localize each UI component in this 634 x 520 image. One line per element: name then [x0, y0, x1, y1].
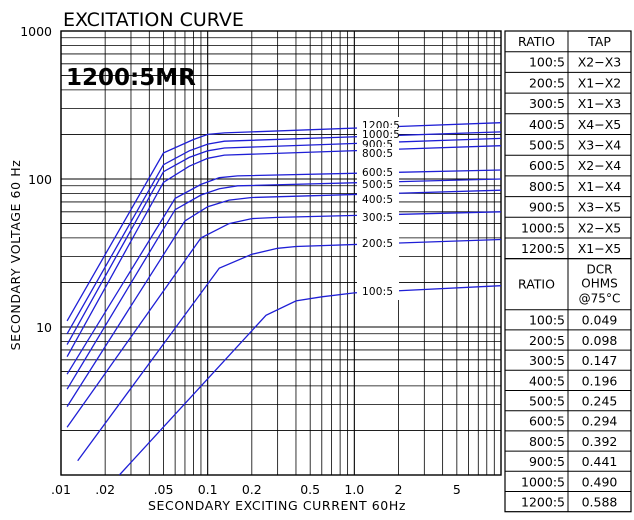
curve-800-5: [66, 145, 501, 358]
x-tick-label: .05: [154, 482, 174, 497]
x-tick-label: .01: [51, 482, 71, 497]
curve-label: 600:5: [362, 167, 393, 179]
dcr-table-header-ratio: RATIO: [518, 277, 555, 292]
tap-table-tap: X1−X2: [578, 75, 622, 90]
curve-600-5: [66, 169, 501, 375]
x-tick-label: .02: [95, 482, 115, 497]
tap-table-ratio: 200:5: [529, 75, 565, 90]
label-background: [359, 119, 397, 130]
curve-300-5: [66, 211, 501, 428]
tap-table-tap: X3−X4: [578, 138, 622, 153]
label-background: [359, 178, 397, 189]
y-axis-label: SECONDARY VOLTAGE 60 Hz: [8, 160, 23, 351]
tap-table-ratio: 600:5: [529, 158, 565, 173]
axes: .01 .02 .05 0.1 0.2 0.5 1.0 2 5 10 100 1000: [20, 24, 461, 497]
dcr-table-ohms: 0.098: [582, 333, 618, 348]
curve-label: 500:5: [362, 179, 393, 191]
tap-table-ratio: 1000:5: [521, 220, 565, 235]
chart-subtitle: 1200:5MR: [66, 65, 196, 91]
tap-table-ratio: 900:5: [529, 200, 565, 215]
curve-label: 300:5: [362, 212, 393, 224]
curve-label: 400:5: [362, 194, 393, 206]
tap-table-tap: X1−X3: [578, 96, 622, 111]
chart-title: EXCITATION CURVE: [63, 9, 244, 31]
label-background: [359, 211, 397, 222]
y-tick-label: 1000: [20, 24, 52, 39]
x-tick-label: 0.1: [198, 482, 218, 497]
dcr-table-ohms: 0.245: [582, 394, 618, 409]
tap-table-tap: X2−X5: [578, 220, 622, 235]
dcr-table-ohms: 0.441: [582, 454, 618, 469]
label-background: [359, 193, 397, 204]
curve-label: 200:5: [362, 238, 393, 250]
label-background: [359, 237, 397, 248]
curve-200-5: [77, 238, 501, 462]
x-tick-label: 1.0: [344, 482, 364, 497]
label-background: [359, 147, 397, 158]
dcr-table-ratio: 1000:5: [521, 474, 565, 489]
dcr-table-ohms: 0.049: [582, 313, 618, 328]
tap-table-ratio: 100:5: [529, 55, 565, 70]
curve-labels: 1200:51000:5900:5800:5600:5500:5400:5300…: [357, 117, 400, 300]
tap-table-header-ratio: RATIO: [518, 34, 555, 49]
label-background: [359, 285, 397, 296]
dcr-table-ratio: 400:5: [529, 373, 565, 388]
dcr-table-ohms: 0.294: [582, 414, 618, 429]
curve-900-5: [66, 137, 501, 345]
tap-table-tap: X1−X5: [578, 241, 622, 256]
dcr-table-ratio: 600:5: [529, 414, 565, 429]
curve-1200-5: [66, 122, 501, 322]
tap-table-ratio: 800:5: [529, 179, 565, 194]
dcr-table-ratio: 500:5: [529, 394, 565, 409]
curve-label: 100:5: [362, 286, 393, 298]
curve-400-5: [66, 189, 501, 407]
dcr-table-ohms: 0.196: [582, 373, 618, 388]
dcr-table-ohms: 0.392: [582, 434, 618, 449]
x-tick-label: 2: [395, 482, 403, 497]
plot-frame: [60, 30, 502, 476]
dcr-table-header-temp: @75°C: [579, 292, 621, 306]
dcr-table-ohms: 0.588: [582, 495, 618, 510]
tap-table-ratio: 400:5: [529, 117, 565, 132]
dcr-table-header-ohms: OHMS: [581, 277, 617, 291]
dcr-table-ratio: 300:5: [529, 353, 565, 368]
tap-table-ratio: 1200:5: [521, 241, 565, 256]
dcr-table-ratio: 800:5: [529, 434, 565, 449]
dcr-table-ratio: 100:5: [529, 313, 565, 328]
curve-1000-5: [66, 131, 501, 335]
ratio-tables: RATIO TAP 100:5 X2−X3 200:5 X1−X2 300:5 X1−X3 40…: [504, 30, 632, 513]
label-background: [359, 166, 397, 177]
x-tick-label: 0.2: [242, 482, 262, 497]
tap-table-tap: X4−X5: [578, 117, 622, 132]
dcr-table-header-dcr: DCR: [587, 263, 613, 277]
dcr-table-ratio: 900:5: [529, 454, 565, 469]
tap-table-tap: X2−X4: [578, 158, 622, 173]
x-tick-label: 5: [453, 482, 461, 497]
grid: [60, 30, 502, 476]
curve-label: 800:5: [362, 148, 393, 160]
tap-table-tap: X3−X5: [578, 200, 622, 215]
x-tick-label: 0.5: [300, 482, 320, 497]
curve-500-5: [66, 178, 501, 390]
tap-table-tap: X1−X4: [578, 179, 622, 194]
dcr-table-ratio: 1200:5: [521, 495, 565, 510]
dcr-table-ohms: 0.490: [582, 474, 618, 489]
dcr-table-ratio: 200:5: [529, 333, 565, 348]
tap-table-ratio: 500:5: [529, 138, 565, 153]
y-tick-label: 10: [36, 320, 52, 335]
x-axis-label: SECONDARY EXCITING CURRENT 60Hz: [148, 498, 406, 513]
y-tick-label: 100: [28, 172, 52, 187]
tap-table-ratio: 300:5: [529, 96, 565, 111]
tap-table-header-tap: TAP: [587, 34, 611, 49]
dcr-table-ohms: 0.147: [582, 353, 618, 368]
label-background: [359, 138, 397, 149]
tap-table-tap: X2−X3: [578, 55, 622, 70]
label-background: [359, 128, 397, 139]
